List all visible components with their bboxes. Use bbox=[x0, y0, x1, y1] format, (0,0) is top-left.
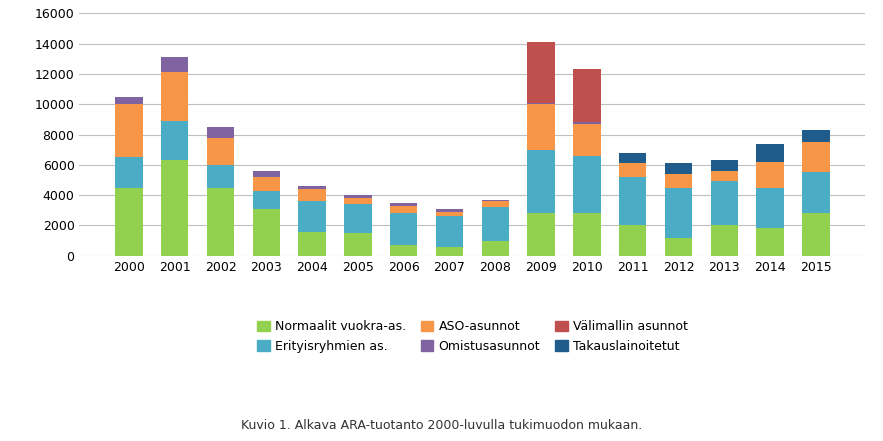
Bar bbox=[802, 130, 830, 142]
Bar bbox=[161, 57, 188, 72]
Bar bbox=[527, 213, 555, 256]
Bar bbox=[115, 187, 143, 256]
Bar bbox=[802, 172, 830, 213]
Bar bbox=[161, 160, 188, 256]
Bar bbox=[711, 171, 738, 182]
Bar bbox=[527, 42, 555, 103]
Bar bbox=[711, 160, 738, 171]
Bar bbox=[757, 187, 784, 228]
Bar bbox=[665, 163, 692, 174]
Bar bbox=[573, 124, 600, 156]
Bar bbox=[115, 104, 143, 157]
Bar bbox=[802, 213, 830, 256]
Bar bbox=[390, 203, 418, 206]
Bar bbox=[436, 209, 464, 212]
Bar bbox=[665, 238, 692, 256]
Bar bbox=[665, 174, 692, 187]
Bar bbox=[481, 207, 509, 241]
Bar bbox=[481, 241, 509, 256]
Bar bbox=[573, 69, 600, 123]
Bar bbox=[344, 198, 372, 204]
Bar bbox=[161, 121, 188, 160]
Bar bbox=[253, 191, 280, 209]
Bar bbox=[757, 228, 784, 256]
Bar bbox=[481, 200, 509, 201]
Bar bbox=[573, 213, 600, 256]
Bar bbox=[757, 162, 784, 187]
Bar bbox=[253, 209, 280, 256]
Bar bbox=[573, 122, 600, 124]
Bar bbox=[344, 233, 372, 256]
Text: Kuvio 1. Alkava ARA-tuotanto 2000-luvulla tukimuodon mukaan.: Kuvio 1. Alkava ARA-tuotanto 2000-luvull… bbox=[241, 419, 642, 432]
Bar bbox=[298, 232, 326, 256]
Bar bbox=[436, 247, 464, 256]
Bar bbox=[665, 187, 692, 238]
Bar bbox=[619, 163, 646, 177]
Bar bbox=[711, 225, 738, 256]
Bar bbox=[527, 149, 555, 213]
Bar bbox=[161, 72, 188, 121]
Bar bbox=[115, 157, 143, 187]
Bar bbox=[802, 142, 830, 172]
Bar bbox=[619, 153, 646, 163]
Bar bbox=[207, 165, 234, 187]
Bar bbox=[436, 217, 464, 247]
Bar bbox=[207, 138, 234, 165]
Bar bbox=[481, 201, 509, 207]
Bar bbox=[207, 187, 234, 256]
Bar bbox=[390, 206, 418, 213]
Bar bbox=[253, 171, 280, 177]
Bar bbox=[390, 245, 418, 256]
Bar bbox=[527, 104, 555, 149]
Bar bbox=[757, 144, 784, 162]
Bar bbox=[298, 201, 326, 232]
Bar bbox=[619, 177, 646, 225]
Bar bbox=[253, 177, 280, 191]
Bar bbox=[436, 212, 464, 217]
Bar bbox=[115, 97, 143, 104]
Bar bbox=[344, 195, 372, 198]
Bar bbox=[298, 186, 326, 189]
Bar bbox=[390, 213, 418, 245]
Bar bbox=[711, 182, 738, 225]
Bar bbox=[298, 189, 326, 201]
Bar bbox=[344, 204, 372, 233]
Bar bbox=[527, 103, 555, 104]
Bar bbox=[573, 156, 600, 213]
Bar bbox=[619, 225, 646, 256]
Bar bbox=[207, 127, 234, 138]
Legend: Normaalit vuokra-as., Erityisryhmien as., ASO-asunnot, Omistusasunnot, Välimalli: Normaalit vuokra-as., Erityisryhmien as.… bbox=[253, 315, 692, 358]
